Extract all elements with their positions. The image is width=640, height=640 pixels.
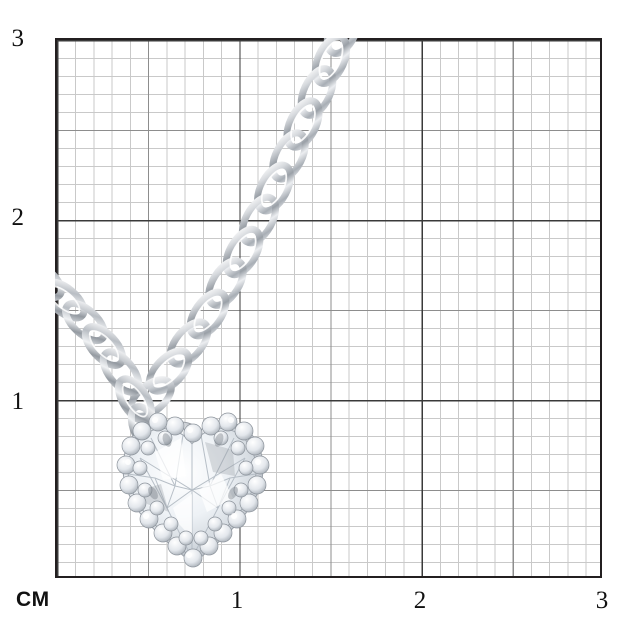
y-tick-label-2: 2 [11,204,25,231]
x-tick-label-1: 1 [230,587,244,614]
x-tick-label-3: 3 [595,587,609,614]
x-tick-label-2: 2 [413,587,427,614]
measurement-grid [55,38,602,578]
y-tick-label-1: 1 [11,388,25,415]
grid-lines [57,40,600,576]
y-tick-label-3: 3 [11,25,25,52]
unit-label-cm: CM [16,588,50,611]
